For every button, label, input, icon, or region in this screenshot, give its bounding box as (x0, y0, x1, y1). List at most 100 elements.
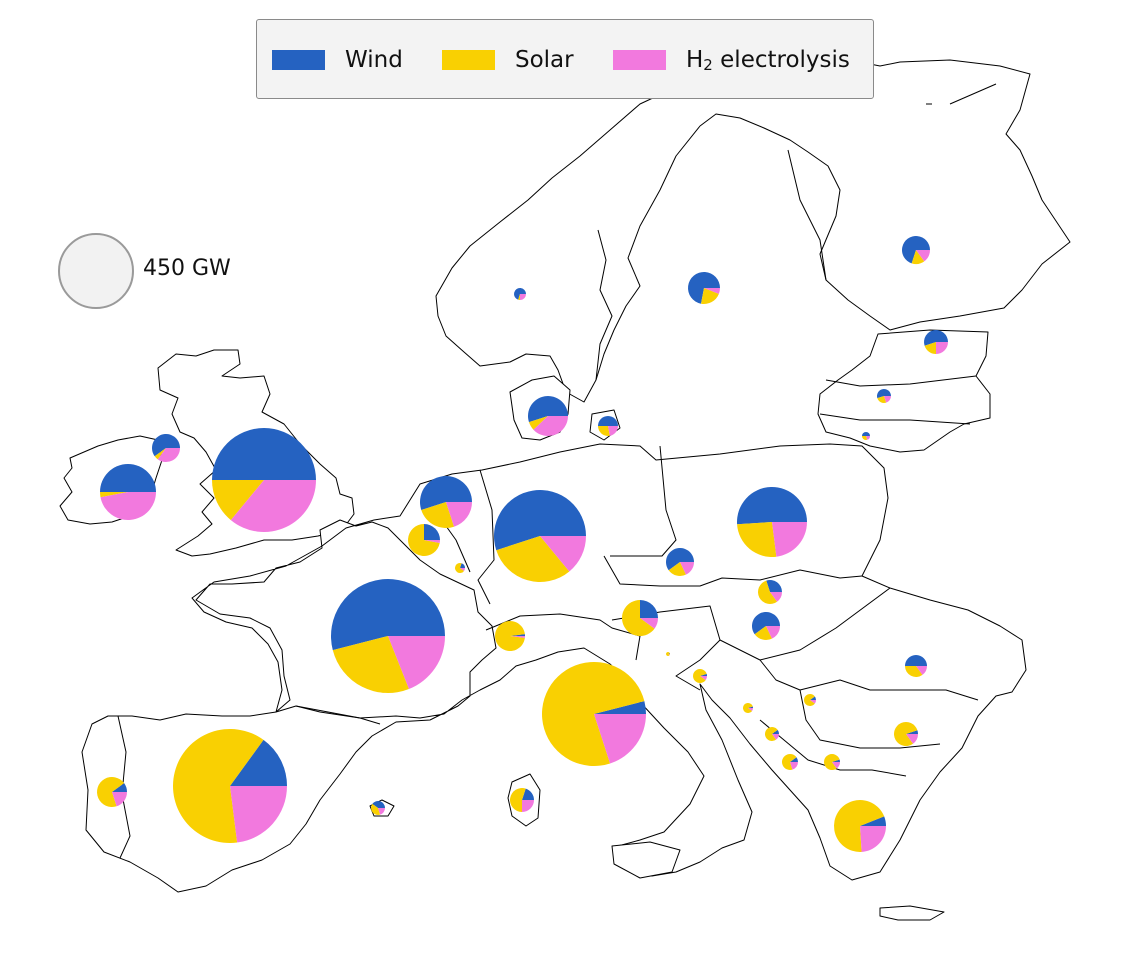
pie-slice-serbia-solar (804, 694, 815, 707)
pie-slice-sweden-wind (688, 272, 720, 304)
pie-denmark-east (598, 416, 618, 436)
pie-slice-finland-wind (902, 235, 930, 264)
pie-slice-serbia-h2 (810, 700, 816, 704)
legend-swatch-h2 (613, 50, 666, 70)
pie-slice-slovenia-solar (665, 652, 670, 657)
pie-sardinia (510, 788, 534, 812)
pie-serbia (804, 694, 816, 707)
pie-slice-france-wind (331, 579, 445, 651)
legend-label-solar: Solar (515, 47, 574, 73)
pie-ireland (100, 464, 156, 520)
pie-slovenia (665, 652, 670, 657)
pie-slice-croatia-h2 (700, 676, 707, 681)
pie-croatia (693, 669, 707, 684)
pie-finland (902, 235, 930, 264)
pie-austria (622, 600, 658, 637)
pie-slice-latvia-solar (877, 396, 887, 403)
pie-slice-czechia-solar (668, 562, 686, 577)
pie-slice-slovenia-wind (668, 653, 670, 654)
technology-legend: Wind Solar H2 electrolysis (256, 19, 874, 99)
pie-slice-bulgaria-solar (894, 722, 918, 746)
pie-slice-poland-solar (737, 522, 777, 557)
pie-luxembourg (454, 563, 465, 574)
pie-slice-lithuania-solar (862, 436, 868, 440)
legend-label-wind: Wind (345, 47, 403, 73)
land-sicily (611, 841, 681, 879)
legend-label-h2: H2 electrolysis (686, 46, 850, 74)
pie-slice-montenegro-wind (772, 729, 779, 734)
size-legend-label: 450 GW (143, 256, 231, 281)
pie-slice-italy-solar (542, 662, 645, 766)
pie-spain (172, 729, 287, 843)
pie-slice-bosnia-h2 (748, 708, 753, 711)
pie-slice-balearic-h2 (378, 808, 385, 815)
pie-slice-italy-h2 (594, 714, 646, 764)
pie-slice-north-macedonia-wind (832, 759, 840, 762)
pie-slice-romania-h2 (916, 666, 927, 675)
legend-swatch-solar (442, 50, 495, 70)
pie-slice-albania-h2 (790, 762, 798, 770)
pie-balearic (370, 801, 385, 816)
pie-slice-spain-h2 (230, 786, 287, 843)
pie-slice-finland-solar (911, 250, 925, 264)
country-borders (59, 57, 1071, 921)
pie-great-britain (212, 428, 316, 532)
pie-slice-slovenia-h2 (668, 654, 670, 655)
pie-slice-lithuania-wind (862, 432, 870, 436)
pie-slice-denmark-h2 (533, 416, 568, 436)
pie-slice-switzerland-h2 (510, 636, 525, 638)
pie-slice-denmark-east-wind (598, 416, 618, 426)
pie-slice-denmark-wind (528, 395, 568, 423)
pie-slice-balearic-solar (370, 803, 381, 816)
pie-slice-portugal-solar (97, 777, 125, 808)
pie-latvia (877, 389, 891, 403)
pie-czechia (665, 548, 694, 577)
pie-slice-hungary-h2 (766, 626, 780, 639)
pie-slice-montenegro-solar (765, 727, 778, 742)
pie-slice-hungary-wind (752, 612, 780, 635)
pie-slice-northern-ireland-h2 (157, 448, 180, 462)
pie-lithuania (862, 432, 870, 440)
pie-slice-slovakia-h2 (770, 592, 782, 602)
pie-slice-finland-h2 (916, 250, 930, 262)
legend-swatch-wind (272, 50, 325, 70)
pie-slice-denmark-solar (528, 416, 548, 430)
pie-belgium (407, 524, 440, 556)
pie-slice-greece-h2 (860, 826, 886, 852)
legend-item-h2: H2 electrolysis (613, 42, 850, 78)
pie-slice-netherlands-solar (421, 502, 455, 528)
land-baltics (817, 329, 991, 453)
pie-slice-estonia-h2 (936, 342, 948, 354)
pie-slice-belgium-solar (407, 524, 440, 556)
pie-slice-croatia-solar (693, 669, 707, 684)
pie-slice-slovakia-solar (757, 580, 778, 604)
pie-slice-portugal-wind (112, 783, 127, 792)
pie-slice-spain-solar (172, 729, 264, 843)
pie-slice-denmark-east-h2 (608, 426, 618, 436)
pie-slice-north-macedonia-h2 (832, 762, 840, 769)
pie-slice-spain-wind (230, 739, 287, 786)
pie-slice-belgium-h2 (424, 540, 440, 543)
pie-slice-netherlands-h2 (446, 502, 472, 527)
pie-slice-luxembourg-h2 (460, 568, 465, 571)
pie-italy (542, 662, 646, 766)
pie-estonia (923, 329, 948, 354)
pie-norway (514, 288, 526, 300)
legend-item-solar: Solar (442, 42, 574, 78)
pie-slice-belgium-wind (424, 524, 440, 540)
pie-albania (781, 754, 798, 770)
pie-slice-romania-solar (905, 666, 923, 677)
pie-slice-latvia-h2 (884, 396, 891, 403)
pie-slice-austria-solar (622, 600, 655, 637)
pie-slice-denmark-east-solar (598, 426, 610, 436)
pie-slice-bulgaria-wind (906, 730, 918, 734)
pie-portugal (97, 777, 127, 808)
pie-denmark (528, 395, 568, 436)
pie-slice-france-h2 (388, 636, 445, 689)
pie-poland (737, 486, 807, 557)
legend-item-wind: Wind (272, 42, 403, 78)
pie-slice-romania-wind (905, 655, 927, 666)
pie-slice-sweden-h2 (704, 288, 721, 294)
pie-montenegro (765, 727, 779, 742)
